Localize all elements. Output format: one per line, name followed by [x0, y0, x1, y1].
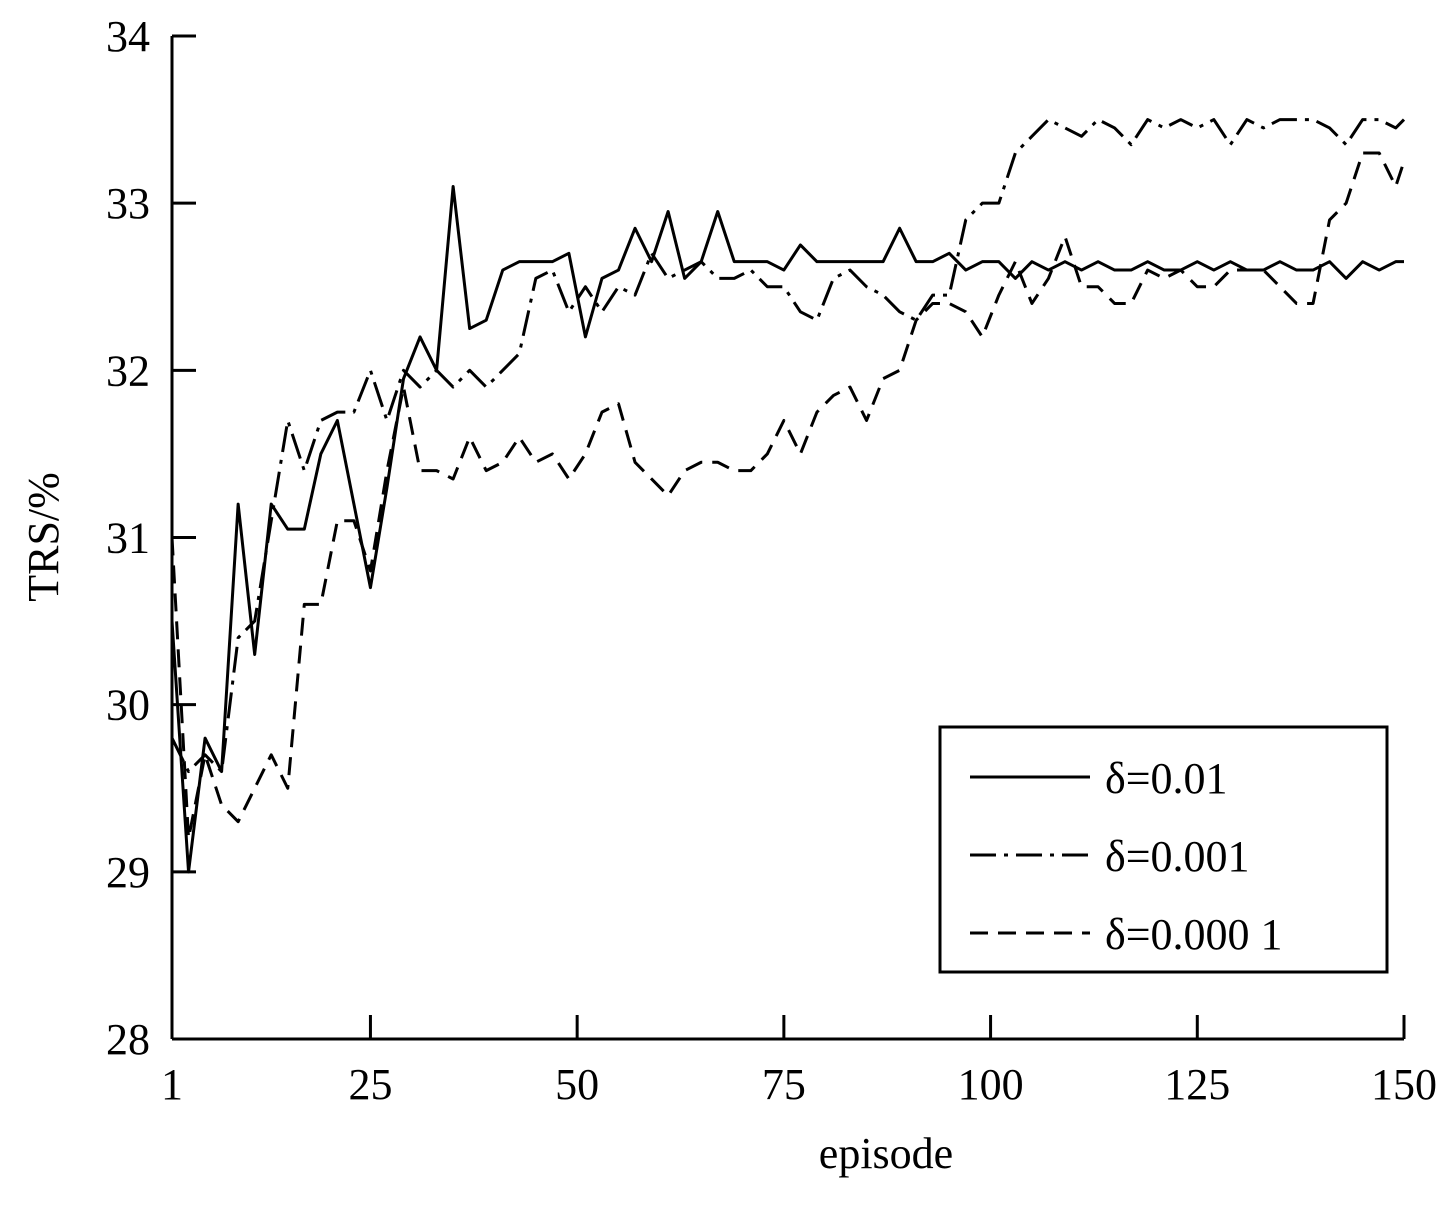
x-tick-label: 100 — [958, 1060, 1024, 1109]
y-tick-label: 32 — [106, 346, 150, 395]
y-tick-label: 34 — [106, 12, 150, 61]
series-line — [170, 118, 1406, 774]
legend-label: δ=0.001 — [1105, 832, 1250, 881]
legend-label: δ=0.01 — [1105, 754, 1228, 803]
x-tick-label: 50 — [555, 1060, 599, 1109]
y-tick-label: 29 — [106, 848, 150, 897]
x-tick-label: 75 — [762, 1060, 806, 1109]
legend-box — [938, 725, 1389, 974]
y-tick-label: 30 — [106, 681, 150, 730]
x-tick-label: 1 — [161, 1060, 183, 1109]
y-tick-label: 28 — [106, 1015, 150, 1064]
x-tick-label: 150 — [1371, 1060, 1437, 1109]
series-line — [170, 184, 1404, 874]
x-tick-label: 25 — [348, 1060, 392, 1109]
y-tick-label: 33 — [106, 179, 150, 228]
series-line — [170, 151, 1406, 840]
y-tick-label: 31 — [106, 514, 150, 563]
x-tick-label: 125 — [1164, 1060, 1230, 1109]
x-axis-label: episode — [819, 1129, 953, 1178]
legend-label: δ=0.000 1 — [1105, 910, 1283, 959]
y-axis-label: TRS/% — [19, 472, 68, 602]
